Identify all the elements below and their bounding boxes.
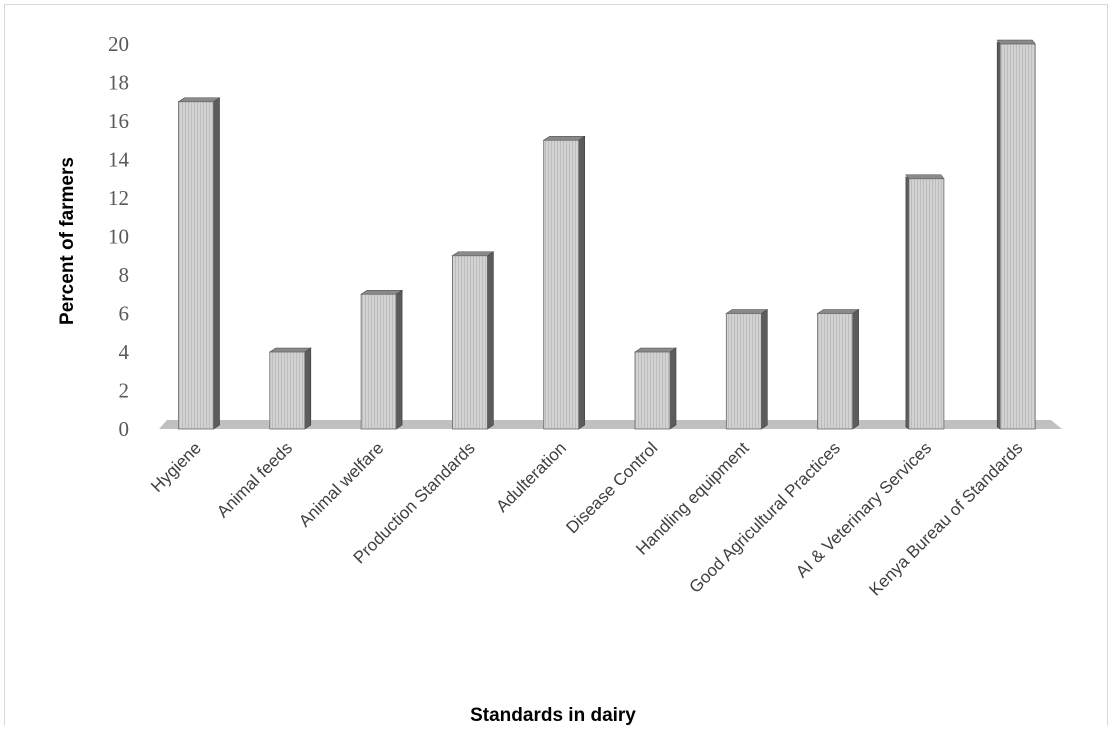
y-tick-label-5: 10	[108, 225, 129, 249]
x-tick-label-5: Disease Control	[562, 438, 661, 537]
bar-top-8	[905, 174, 945, 180]
bar-front-6	[725, 313, 762, 430]
bar-5	[634, 347, 677, 430]
y-tick-label-1: 2	[119, 379, 130, 403]
bar-front-9	[999, 43, 1036, 430]
bar-front-2	[360, 293, 397, 430]
y-axis-title: Percent of farmers	[57, 157, 78, 325]
bar-top-5	[634, 347, 677, 353]
bar-front-8	[908, 178, 945, 430]
bar-front-7	[817, 313, 853, 430]
bar-0	[177, 97, 221, 430]
bar-4	[542, 135, 586, 430]
bar-top-1	[268, 347, 312, 353]
chart-frame: 0 2 4 6 8 10 12 14 16 18 20 Hygiene Animal feeds Ani…	[4, 4, 1108, 726]
bar-chart: 0 2 4 6 8 10 12 14 16 18 20 Hygiene Animal feeds Ani…	[57, 32, 1062, 726]
bar-series	[177, 39, 1036, 430]
bar-top-0	[177, 97, 221, 103]
bar-side-5	[669, 347, 677, 430]
bar-front-0	[178, 101, 214, 430]
bar-front-5	[634, 351, 671, 430]
y-tick-label-9: 18	[108, 71, 129, 95]
bar-side-8	[905, 176, 910, 430]
x-tick-label-0: Hygiene	[147, 438, 205, 496]
y-tick-label-2: 4	[119, 340, 130, 364]
bar-3	[451, 251, 495, 430]
bar-top-4	[542, 135, 586, 141]
bar-top-3	[451, 251, 495, 257]
bar-top-9	[996, 39, 1036, 45]
y-tick-label-7: 14	[108, 148, 130, 172]
x-tick-label-2: Animal welfare	[295, 438, 387, 530]
bar-side-7	[852, 308, 859, 430]
y-tick-label-3: 6	[119, 302, 130, 326]
bar-side-9	[996, 41, 1001, 430]
bar-9	[996, 39, 1036, 430]
x-tick-label-1: Animal feeds	[213, 438, 296, 521]
x-axis-ticks: Hygiene Animal feeds Animal welfareProduct…	[147, 438, 1026, 599]
x-tick-label-7: Good Agricultural Practices	[686, 438, 844, 596]
y-tick-label-0: 0	[119, 417, 130, 441]
y-axis-ticks: 0 2 4 6 8 10 12 14 16 18 20	[108, 32, 130, 441]
y-tick-label-4: 8	[119, 263, 130, 287]
y-tick-label-10: 20	[108, 32, 129, 56]
bar-1	[268, 347, 312, 430]
x-tick-label-9: Kenya Bureau of Standards	[865, 438, 1026, 599]
bar-8	[905, 174, 945, 430]
x-tick-label-4: Adulteration	[492, 438, 570, 516]
bar-side-4	[578, 135, 586, 430]
bar-front-4	[543, 139, 580, 430]
bar-front-3	[451, 255, 488, 430]
bar-side-2	[395, 289, 403, 430]
bar-side-1	[304, 347, 312, 430]
bar-2	[360, 289, 404, 430]
bar-6	[725, 308, 769, 430]
y-tick-label-6: 12	[108, 186, 129, 210]
bar-side-6	[760, 308, 768, 430]
bar-top-7	[816, 309, 860, 314]
bar-front-1	[269, 351, 306, 430]
bar-side-0	[213, 97, 220, 430]
bar-side-3	[487, 251, 494, 430]
bar-top-2	[360, 289, 404, 295]
x-axis-title: Standards in dairy	[470, 705, 636, 726]
bar-top-6	[725, 309, 769, 314]
bar-7	[816, 308, 860, 430]
y-tick-label-8: 16	[108, 109, 129, 133]
